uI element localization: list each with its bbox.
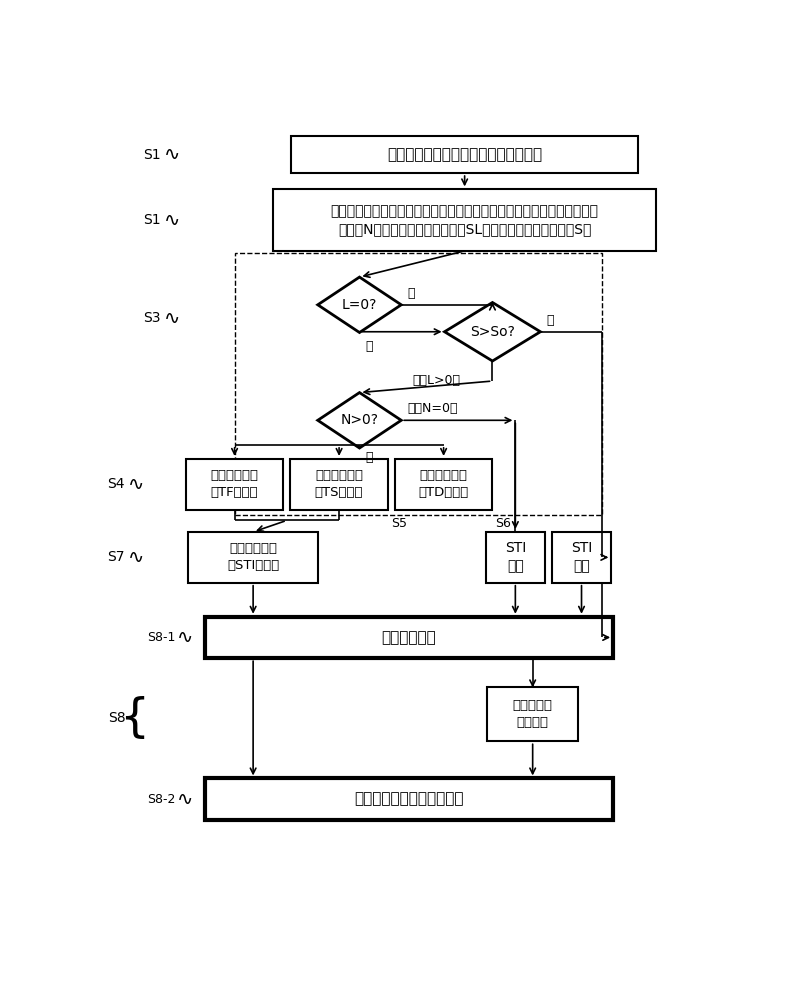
Text: S8: S8	[109, 711, 126, 725]
Polygon shape	[318, 393, 401, 448]
Text: 否（N=0）: 否（N=0）	[408, 402, 458, 415]
Text: L=0?: L=0?	[342, 298, 377, 312]
Text: 夹层分布系数
（TS）确定: 夹层分布系数 （TS）确定	[315, 469, 363, 499]
Text: 是: 是	[408, 287, 415, 300]
Polygon shape	[318, 277, 401, 333]
Polygon shape	[444, 302, 540, 361]
Text: S3: S3	[143, 311, 160, 325]
Text: S6: S6	[496, 517, 512, 530]
FancyBboxPatch shape	[486, 532, 545, 583]
FancyBboxPatch shape	[290, 459, 388, 510]
FancyBboxPatch shape	[205, 617, 613, 658]
Text: 否: 否	[365, 340, 373, 353]
Text: S1: S1	[143, 213, 160, 227]
Text: S1: S1	[143, 148, 160, 162]
Text: ∿: ∿	[164, 211, 180, 230]
Text: ∿: ∿	[164, 309, 180, 328]
Text: STI
无效: STI 无效	[571, 541, 592, 574]
Text: 形成数据列表: 形成数据列表	[381, 630, 437, 645]
FancyBboxPatch shape	[291, 136, 638, 173]
Text: ∿: ∿	[128, 548, 144, 567]
FancyBboxPatch shape	[186, 459, 283, 510]
Text: 根据目的地层顶深度、以及目的地层底深度并根据统计得到的渗透性夹层
层数（N），求取夹层累积厚度（SL）、以及夹层厚度占比（S）: 根据目的地层顶深度、以及目的地层底深度并根据统计得到的渗透性夹层 层数（N），求…	[330, 204, 598, 236]
Text: 否（L>0）: 否（L>0）	[412, 374, 460, 387]
FancyBboxPatch shape	[487, 687, 579, 741]
Text: 形成夹层发育指数平面分布: 形成夹层发育指数平面分布	[354, 792, 464, 807]
Text: ∿: ∿	[176, 628, 193, 647]
Text: ∿: ∿	[164, 145, 180, 164]
Text: S7: S7	[107, 550, 124, 564]
Text: {: {	[119, 696, 149, 741]
Text: STI
为零: STI 为零	[504, 541, 526, 574]
Text: 区沉淀相研
究等结果: 区沉淀相研 究等结果	[512, 699, 553, 729]
Text: 是: 是	[365, 451, 373, 464]
Text: 夹层分散系数
（TD）确定: 夹层分散系数 （TD）确定	[418, 469, 468, 499]
FancyBboxPatch shape	[395, 459, 492, 510]
FancyBboxPatch shape	[273, 189, 656, 251]
FancyBboxPatch shape	[205, 778, 613, 820]
Text: 是: 是	[547, 314, 554, 327]
Text: S5: S5	[391, 517, 407, 530]
Text: N>0?: N>0?	[341, 413, 378, 427]
Text: 夹层发育强度
（TF）确定: 夹层发育强度 （TF）确定	[211, 469, 259, 499]
Text: S8-1: S8-1	[147, 631, 176, 644]
Text: ∿: ∿	[128, 475, 144, 494]
FancyBboxPatch shape	[188, 532, 318, 583]
Text: ∿: ∿	[176, 790, 193, 809]
Text: S8-2: S8-2	[147, 793, 176, 806]
Text: S4: S4	[107, 477, 124, 491]
Text: S>So?: S>So?	[470, 325, 515, 339]
Text: 从已有的地质数据中抽取钻井岩性数据: 从已有的地质数据中抽取钻井岩性数据	[387, 147, 542, 162]
FancyBboxPatch shape	[552, 532, 611, 583]
Text: 夹层发育指数
（STI）确定: 夹层发育指数 （STI）确定	[227, 542, 279, 572]
